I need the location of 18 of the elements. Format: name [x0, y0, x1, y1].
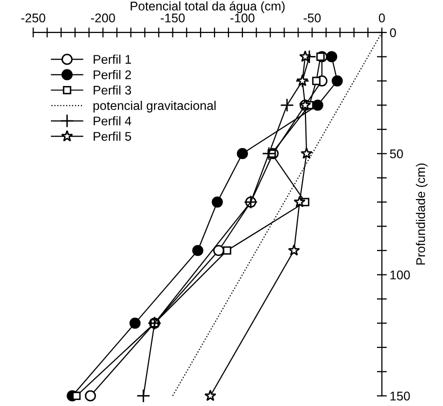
legend-label: Perfil 4 — [94, 116, 132, 126]
x-tick-label: -100 — [230, 14, 254, 22]
legend-label: Perfil 5 — [94, 132, 132, 141]
y-axis-title: Profundidade (cm) — [416, 164, 428, 265]
x-tick-label: -50 — [304, 14, 321, 22]
x-tick-label: -250 — [21, 14, 46, 22]
legend-label: Perfil 1 — [94, 54, 131, 64]
x-axis-title: Potencial total da água (cm) — [130, 1, 285, 14]
y-tick-label: 150 — [390, 392, 410, 400]
y-tick-label: 50 — [390, 149, 403, 158]
legend-label: Perfil 3 — [94, 85, 132, 95]
y-tick-label: 100 — [390, 270, 410, 280]
x-tick-label: 0 — [378, 14, 385, 22]
x-tick-label: -150 — [160, 14, 185, 22]
legend-label: potencial gravitacional — [94, 100, 216, 112]
x-tick-label: -200 — [91, 14, 115, 22]
legend-label: Perfil 2 — [94, 70, 131, 80]
y-tick-label: 0 — [390, 28, 396, 38]
